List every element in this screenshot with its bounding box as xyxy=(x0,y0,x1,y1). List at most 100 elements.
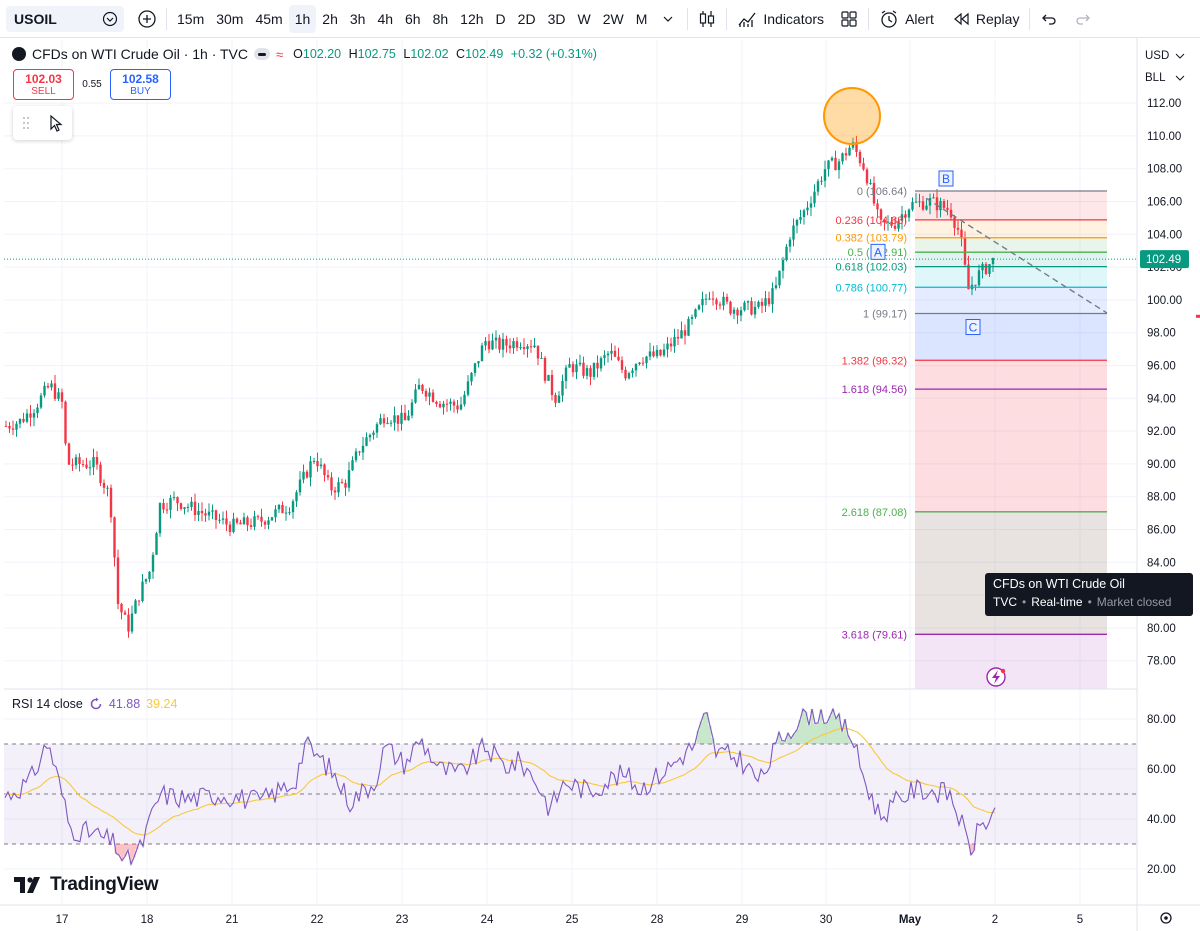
candle xyxy=(484,337,487,351)
candle xyxy=(274,505,277,523)
alarm-clock-icon xyxy=(881,9,897,28)
cursor-arrow-icon[interactable] xyxy=(48,114,64,132)
interval-w[interactable]: W xyxy=(577,10,591,27)
interval-15m[interactable]: 15m xyxy=(177,10,205,27)
interval-d[interactable]: D xyxy=(495,10,506,27)
candle xyxy=(890,216,893,228)
candle-body xyxy=(410,402,414,416)
compare-symbol-button[interactable] xyxy=(132,5,162,33)
candle xyxy=(53,375,57,402)
candle-body xyxy=(190,501,193,507)
watchlist-icon[interactable] xyxy=(102,11,118,27)
ohlc-values: O102.20 H102.75 L102.02 C102.49 +0.32 (+… xyxy=(293,47,597,61)
candle-body xyxy=(725,296,729,302)
rsi-label[interactable]: RSI 14 close xyxy=(12,697,83,711)
candle-body xyxy=(876,203,879,210)
candle-body xyxy=(400,412,403,424)
interval-12h[interactable]: 12h xyxy=(460,10,484,27)
candle-body xyxy=(25,413,29,422)
candle xyxy=(29,405,32,427)
candle-body xyxy=(522,347,526,350)
interval-1h[interactable]: 1h xyxy=(288,4,317,33)
candle xyxy=(781,256,785,279)
lightning-icon[interactable] xyxy=(986,667,1006,687)
candle xyxy=(697,304,701,311)
interval-3d[interactable]: 3D xyxy=(547,10,566,27)
interval-8h[interactable]: 8h xyxy=(432,10,449,27)
tradingview-logo[interactable]: TradingView xyxy=(14,874,159,896)
interval-4h[interactable]: 4h xyxy=(377,10,394,27)
chart-type-button[interactable] xyxy=(692,5,722,33)
candle-body xyxy=(764,298,767,306)
candle-body xyxy=(466,381,470,395)
candle xyxy=(624,366,627,381)
symbol-search-button[interactable]: USOIL xyxy=(6,5,124,32)
interval-dropdown-button[interactable] xyxy=(653,5,683,33)
candle xyxy=(351,456,354,471)
candle-body xyxy=(634,364,638,371)
legend-title[interactable]: CFDs on WTI Crude Oil · 1h · TVC xyxy=(32,46,249,62)
candle-body xyxy=(88,467,92,469)
visibility-toggle-icon[interactable] xyxy=(254,48,271,60)
candle-body xyxy=(186,506,190,508)
interval-6h[interactable]: 6h xyxy=(405,10,421,27)
fib-point-b[interactable]: B xyxy=(938,170,954,187)
candle xyxy=(183,507,186,515)
interval-m[interactable]: M xyxy=(635,10,648,27)
interval-2d[interactable]: 2D xyxy=(517,10,536,27)
symbol-info-tooltip: CFDs on WTI Crude Oil TVC • Real-time • Mark… xyxy=(985,573,1193,616)
price-tick-label: 108.00 xyxy=(1147,164,1182,176)
wave-icon[interactable]: ≈ xyxy=(276,46,284,62)
alert-button[interactable]: Alert xyxy=(873,5,940,33)
sell-label: SELL xyxy=(31,86,56,97)
indicators-button[interactable]: Indicators xyxy=(731,5,830,33)
interval-45m[interactable]: 45m xyxy=(255,10,283,27)
interval-30m[interactable]: 30m xyxy=(216,10,244,27)
sell-button[interactable]: 102.03 SELL xyxy=(13,69,74,100)
candle-body xyxy=(617,356,620,361)
candle xyxy=(417,378,421,390)
replay-button[interactable]: Replay xyxy=(946,5,1026,33)
candle xyxy=(977,264,981,287)
chart-canvas[interactable]: 0 (106.64) 0.236 (104.88) 0.382 (103.79) 0.… xyxy=(0,38,1200,931)
floating-drawing-toolbar[interactable] xyxy=(13,106,72,140)
redo-button[interactable] xyxy=(1068,5,1098,33)
candle xyxy=(438,401,442,409)
unit-selector[interactable]: BLL xyxy=(1145,72,1185,84)
candle xyxy=(655,345,659,359)
fib-point-a[interactable]: A xyxy=(870,243,886,260)
undo-button[interactable] xyxy=(1034,5,1064,33)
interval-2w[interactable]: 2W xyxy=(602,10,624,27)
interval-2h[interactable]: 2h xyxy=(322,10,338,27)
chart-annotations[interactable]: A B C xyxy=(4,87,1137,687)
candle-body xyxy=(39,395,43,408)
chart-settings-button[interactable] xyxy=(1160,912,1172,924)
buy-label: BUY xyxy=(130,86,151,97)
candle xyxy=(347,461,351,492)
candle-body xyxy=(802,210,806,218)
candle-body xyxy=(519,347,522,349)
time-tick-label: 2 xyxy=(992,914,998,926)
candle-body xyxy=(603,355,606,359)
candle xyxy=(921,195,925,211)
layouts-button[interactable] xyxy=(834,5,864,33)
drag-handle-icon[interactable] xyxy=(21,115,31,131)
point-label-box xyxy=(938,170,954,187)
fib-extension-levels[interactable]: 0 (106.64) 0.236 (104.88) 0.382 (103.79) 0.… xyxy=(835,186,1107,641)
interval-list: 15m 30m 45m 1h 2h 3h 4h 6h 8h 12h D 2D 3D W 2W M xyxy=(171,4,653,33)
candle-body xyxy=(29,413,32,418)
price-tick-label: 104.00 xyxy=(1147,229,1182,241)
candle xyxy=(263,520,267,530)
currency-selector[interactable]: USD xyxy=(1145,50,1185,62)
tooltip-details: TVC • Real-time • Market closed xyxy=(993,595,1172,609)
fib-zone xyxy=(915,634,1107,689)
candle-body xyxy=(694,309,697,318)
candle-body xyxy=(22,418,25,422)
buy-button[interactable]: 102.58 BUY xyxy=(110,69,171,100)
fib-point-c[interactable]: C xyxy=(965,319,981,336)
candle xyxy=(144,578,148,585)
candle-body xyxy=(267,520,270,525)
highlight-circle[interactable] xyxy=(823,87,881,145)
interval-3h[interactable]: 3h xyxy=(349,10,366,27)
trend-dashed-line[interactable] xyxy=(925,197,1108,314)
